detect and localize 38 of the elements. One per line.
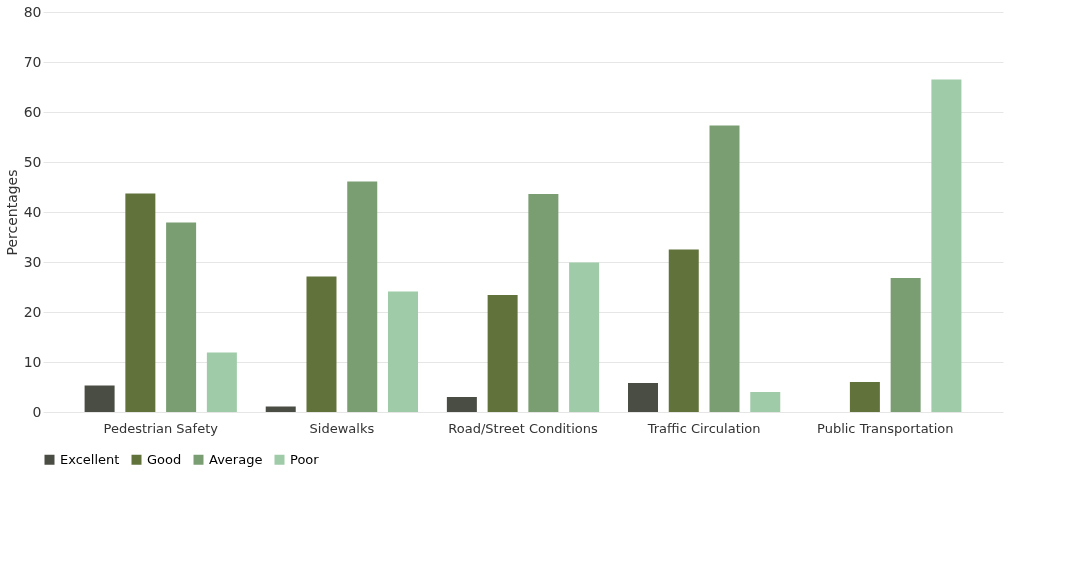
bar — [628, 383, 658, 412]
bar — [528, 194, 559, 412]
bar — [206, 352, 237, 412]
legend-label: Good — [147, 451, 182, 467]
x-tick-label: Road/Street Conditions — [448, 420, 598, 436]
y-tick-label: 60 — [23, 103, 42, 120]
legend-label: Excellent — [60, 451, 120, 467]
y-axis-title: Percentages — [3, 169, 20, 256]
y-tick-label: 80 — [23, 3, 42, 20]
y-tick-label: 50 — [23, 153, 42, 170]
x-tick-label: Traffic Circulation — [646, 420, 761, 436]
bar — [750, 392, 781, 412]
bar — [166, 222, 197, 412]
bar — [306, 276, 337, 412]
y-tick-label: 0 — [32, 403, 42, 420]
bar — [84, 385, 115, 412]
bar — [125, 193, 156, 412]
bar — [446, 397, 477, 412]
bar — [265, 406, 296, 412]
bar — [487, 295, 518, 412]
legend-label: Poor — [290, 451, 320, 467]
x-tick-label: Pedestrian Safety — [103, 420, 219, 436]
y-tick-label: 20 — [23, 303, 42, 320]
bar — [931, 79, 962, 412]
bar — [388, 291, 418, 412]
x-tick-label: Public Transportation — [817, 420, 954, 436]
bar — [709, 125, 740, 412]
bar — [347, 181, 378, 412]
x-tick-label: Sidewalks — [309, 420, 375, 436]
legend-label: Average — [209, 451, 263, 467]
y-tick-label: 40 — [23, 203, 42, 220]
y-tick-label: 70 — [23, 53, 42, 70]
bar — [569, 262, 600, 412]
y-tick-label: 10 — [23, 353, 42, 370]
y-tick-label: 30 — [23, 253, 42, 270]
bar — [668, 249, 699, 412]
bar — [890, 278, 921, 412]
bar — [849, 382, 880, 412]
